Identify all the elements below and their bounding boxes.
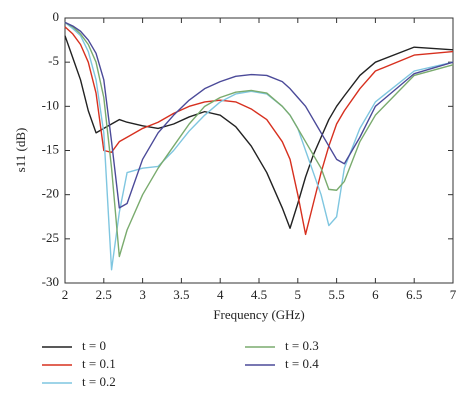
legend-label: t = 0.3 [285,338,319,353]
legend-label: t = 0.4 [285,356,319,371]
series-line [64,21,454,271]
x-tick-label: 5 [295,287,302,302]
x-tick-label: 2 [62,287,69,302]
y-tick-label: 0 [53,9,60,24]
legend-label: t = 0 [82,338,106,353]
series-line [64,21,454,209]
legend-label: t = 0.2 [82,374,116,389]
x-tick-label: 5.5 [328,287,344,302]
series-line [64,26,454,236]
y-tick-label: -10 [42,97,59,112]
x-tick-label: 6.5 [406,287,422,302]
x-tick-label: 2.5 [96,287,112,302]
y-tick-label: -5 [48,53,59,68]
series-line [64,21,454,258]
x-axis-label: Frequency (GHz) [213,307,304,322]
y-axis-label: s11 (dB) [13,128,28,173]
series-line [64,35,454,229]
y-tick-label: -20 [42,186,59,201]
x-tick-label: 3 [139,287,146,302]
y-tick-label: -25 [42,230,59,245]
x-tick-label: 3.5 [173,287,189,302]
x-tick-label: 7 [450,287,457,302]
x-tick-label: 4.5 [251,287,267,302]
y-tick-label: -15 [42,141,59,156]
x-tick-label: 6 [372,287,379,302]
x-tick-label: 4 [217,287,224,302]
y-tick-label: -30 [42,274,59,289]
legend-label: t = 0.1 [82,356,116,371]
